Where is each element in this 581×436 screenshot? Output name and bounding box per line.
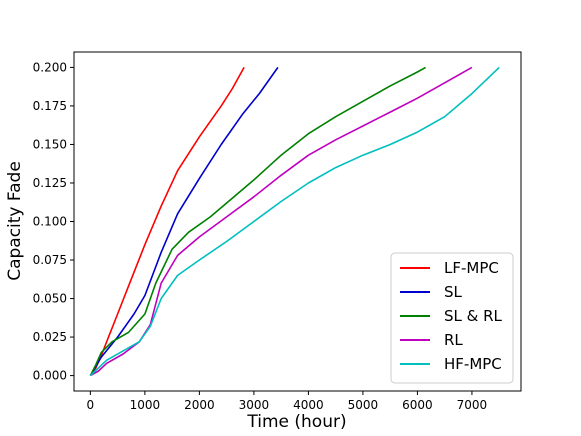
x-tick-label: 0 [87, 398, 95, 412]
legend: LF-MPC SL SL & RL RL HF-MPC [390, 252, 514, 384]
y-tick-label: 0.150 [33, 137, 67, 151]
series-line-sl-rl [89, 66, 426, 376]
series-line-rl [90, 66, 473, 377]
y-tick-label: 0.125 [33, 176, 67, 190]
series-line-lf-mpc [89, 67, 245, 377]
x-tick-label: 7000 [457, 398, 488, 412]
legend-label-lf-mpc: LF-MPC [444, 259, 499, 277]
x-tick-label: 6000 [402, 398, 433, 412]
y-tick-label: 0.000 [33, 369, 67, 383]
series-line-sl [89, 66, 279, 377]
series-lines [89, 66, 500, 377]
y-tick-label: 0.175 [33, 99, 67, 113]
series-line-hf-mpc [89, 66, 500, 377]
y-tick-label: 0.025 [33, 330, 67, 344]
x-tick-label: 4000 [293, 398, 324, 412]
legend-label-hf-mpc: HF-MPC [444, 355, 502, 373]
y-tick-label: 0.075 [33, 253, 67, 267]
y-tick-label: 0.050 [33, 292, 67, 306]
legend-label-rl: RL [444, 331, 463, 349]
y-tick-label: 0.200 [33, 60, 67, 74]
x-tick-label: 2000 [184, 398, 215, 412]
y-axis-label: Capacity Fade [5, 161, 25, 281]
ticks: 0 1000 2000 3000 4000 5000 6000 7000 0.000 0.025 0… [33, 60, 488, 412]
x-tick-label: 3000 [239, 398, 270, 412]
y-tick-label: 0.100 [33, 215, 67, 229]
legend-label-sl-rl: SL & RL [444, 307, 503, 325]
legend-label-sl: SL [444, 283, 463, 301]
x-axis-label: Time (hour) [246, 412, 346, 432]
x-tick-label: 5000 [348, 398, 379, 412]
legend-box [390, 252, 514, 384]
x-tick-label: 1000 [130, 398, 161, 412]
